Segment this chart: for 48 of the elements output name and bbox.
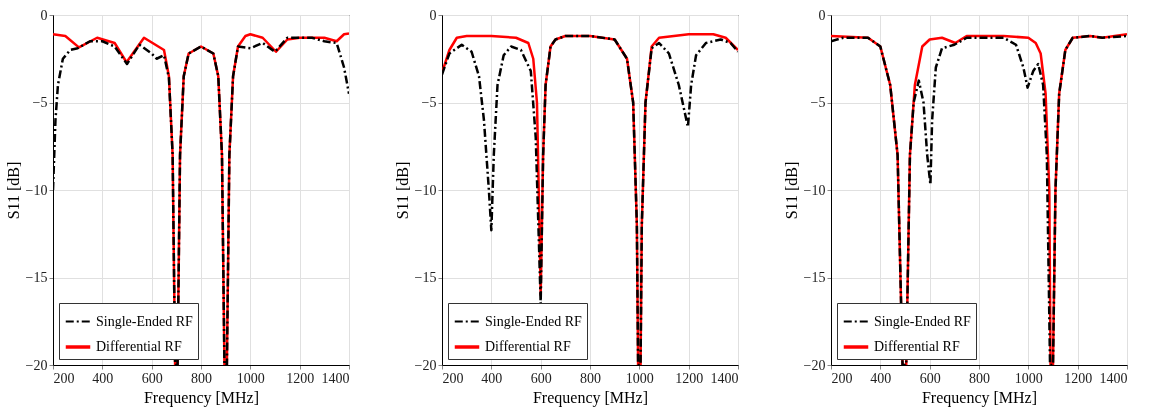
y-tick-label: −5	[32, 95, 48, 110]
x-tick-label: 1400	[1099, 370, 1128, 386]
x-tick-label: 600	[530, 370, 552, 386]
y-tick-label: −10	[25, 182, 48, 198]
x-tick-label: 1400	[710, 370, 739, 386]
legend-label: Differential RF	[96, 339, 182, 354]
y-tick-label: −20	[414, 357, 437, 373]
x-tick-label: 800	[191, 370, 212, 386]
legend-label: Single-Ended RF	[485, 313, 583, 329]
y-tick-label: −5	[421, 95, 437, 110]
y-tick-label: −15	[25, 270, 48, 285]
y-tick-label: 0	[429, 7, 437, 23]
y-tick-label: −15	[803, 270, 826, 285]
y-axis-title: S11 [dB]	[4, 161, 22, 220]
y-tick-label: −20	[25, 357, 48, 373]
x-tick-label: 200	[442, 370, 464, 386]
x-tick-label: 800	[969, 370, 990, 386]
y-tick-label: −15	[414, 270, 437, 285]
legend-label: Single-Ended RF	[96, 313, 194, 329]
x-tick-label: 1200	[675, 370, 704, 386]
y-tick-label: 0	[818, 7, 826, 23]
y-tick-label: −10	[414, 182, 437, 198]
y-axis-title: S11 [dB]	[393, 161, 411, 220]
x-tick-label: 400	[481, 370, 503, 386]
x-axis-title: Frequency [MHz]	[532, 388, 649, 407]
x-tick-label: 400	[870, 370, 892, 386]
x-tick-label: 1000	[236, 370, 265, 386]
x-tick-label: 200	[53, 370, 75, 386]
x-tick-label: 600	[141, 370, 163, 386]
legend-label: Differential RF	[485, 339, 571, 354]
legend-label: Differential RF	[874, 339, 960, 354]
x-tick-label: 1400	[321, 370, 350, 386]
x-axis-title: Frequency [MHz]	[921, 388, 1038, 407]
x-tick-label: 1200	[1064, 370, 1093, 386]
y-tick-label: 0	[40, 7, 48, 23]
x-tick-label: 800	[580, 370, 601, 386]
x-tick-label: 1000	[1014, 370, 1043, 386]
y-axis-title: S11 [dB]	[782, 161, 800, 220]
legend-label: Single-Ended RF	[874, 313, 972, 329]
x-tick-label: 1000	[625, 370, 654, 386]
x-axis-title: Frequency [MHz]	[143, 388, 260, 407]
y-tick-label: −10	[803, 182, 826, 198]
x-tick-label: 200	[831, 370, 853, 386]
y-tick-label: −20	[803, 357, 826, 373]
x-tick-label: 400	[92, 370, 114, 386]
x-tick-label: 600	[919, 370, 941, 386]
y-tick-label: −5	[810, 95, 826, 110]
x-tick-label: 1200	[286, 370, 315, 386]
